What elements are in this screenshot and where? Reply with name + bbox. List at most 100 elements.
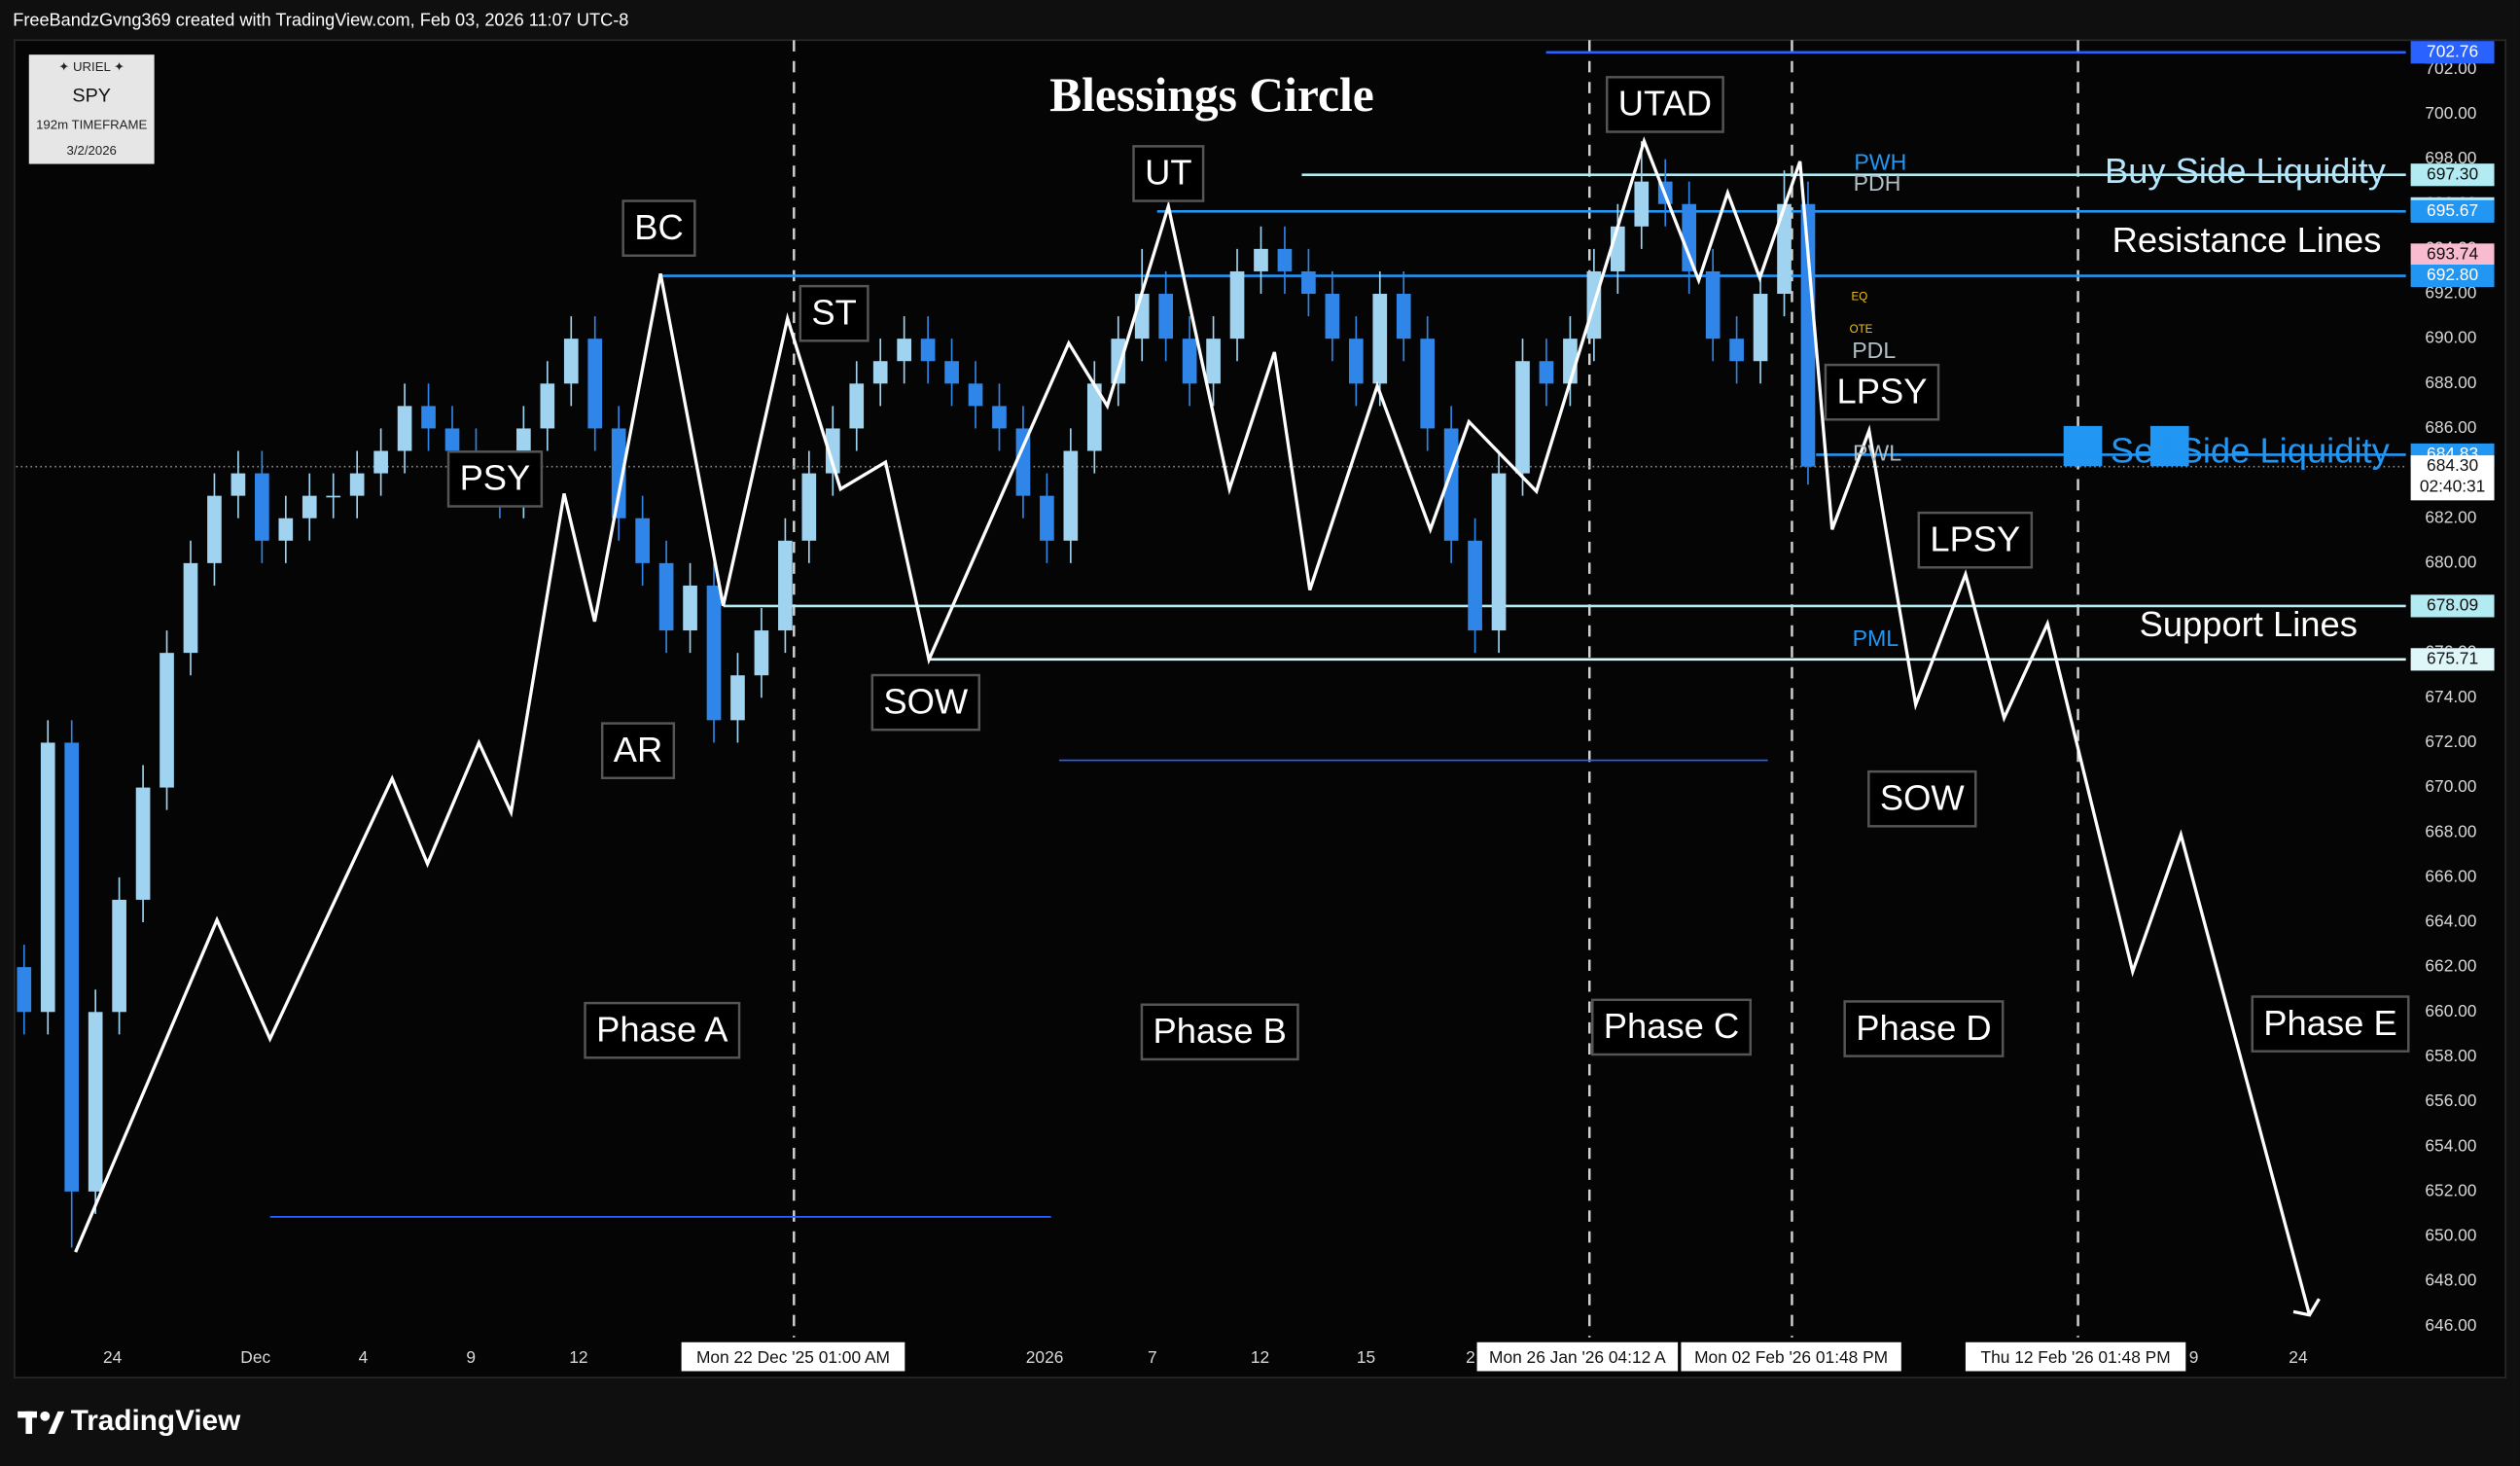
candle-body	[1134, 294, 1150, 340]
price-tag	[2410, 41, 2495, 64]
annotation-box	[621, 199, 696, 257]
footer-logo	[18, 1411, 65, 1434]
x-tick-label: 2026	[1026, 1347, 1064, 1367]
candle-body	[683, 585, 697, 631]
candle-body	[278, 518, 294, 541]
candle-body	[231, 473, 246, 496]
y-tick-label: 682.00	[2425, 507, 2476, 526]
candle-body	[1348, 339, 1364, 384]
price-tag	[2410, 199, 2495, 223]
candle-body	[706, 585, 722, 721]
projection-line	[74, 136, 2312, 1316]
price-tag	[2410, 163, 2495, 187]
candle-body	[635, 518, 650, 563]
liquidity-block	[2063, 425, 2103, 467]
y-tick-label: 650.00	[2425, 1226, 2476, 1245]
level-tag: EQ	[1852, 292, 1868, 304]
candle-body	[40, 742, 55, 1013]
candle-body	[349, 473, 365, 496]
candle-body	[1682, 203, 1697, 271]
candle-body	[1705, 270, 1721, 340]
candle-body	[1325, 294, 1340, 340]
candle-body	[397, 406, 412, 451]
candle-body	[1206, 339, 1221, 384]
price-tag	[2410, 264, 2495, 288]
y-tick-label: 666.00	[2425, 866, 2476, 885]
candle-body	[611, 428, 626, 518]
info-symbol: SPY	[72, 85, 111, 106]
y-tick-label: 654.00	[2425, 1135, 2476, 1155]
annotation-box	[799, 284, 870, 342]
y-tick-label: 646.00	[2425, 1315, 2476, 1335]
info-name: ✦ URIEL ✦	[58, 59, 124, 74]
zone-label: Resistance Lines	[2112, 220, 2382, 260]
candle-body	[658, 562, 674, 631]
candle-body	[17, 967, 32, 1013]
level-tag: PML	[1853, 626, 1899, 651]
candle-body	[64, 742, 80, 1192]
time-tag	[1965, 1341, 2186, 1372]
candle-body	[1040, 495, 1054, 541]
candle-body	[1539, 361, 1554, 384]
price-tag-label: 702.76	[2427, 41, 2478, 60]
candle-body	[1753, 294, 1768, 362]
chart-title: Blessings Circle	[1049, 68, 1374, 122]
candle-body	[778, 540, 793, 631]
annotation-box	[1824, 363, 1940, 421]
x-tick-label: 9	[2189, 1347, 2199, 1367]
annotation: ST	[811, 292, 856, 332]
x-tick-label: 12	[1251, 1347, 1269, 1367]
x-tick-label: 24	[2289, 1347, 2308, 1367]
candle-body	[444, 428, 460, 451]
candle-body	[1777, 203, 1792, 295]
x-tick-label: 24	[103, 1347, 123, 1367]
time-tag-label: Thu 12 Feb '26 01:48 PM	[1981, 1347, 2171, 1367]
candle-body	[1372, 294, 1388, 384]
candle-body	[968, 383, 983, 407]
annotation: BC	[634, 207, 684, 247]
candle-body	[801, 473, 817, 541]
annotation: Phase E	[2263, 1003, 2396, 1043]
x-tick-label: 9	[466, 1347, 476, 1367]
time-tag	[1681, 1341, 1901, 1372]
level-tag: PWH	[1854, 150, 1906, 175]
annotation-box	[1917, 511, 2034, 569]
annotation-box	[446, 450, 544, 508]
annotation-box	[584, 1001, 741, 1059]
price-tag	[2410, 594, 2495, 618]
annotation-box	[1867, 769, 1977, 828]
candle-body	[1229, 270, 1245, 340]
x-tick-label: 2	[1466, 1347, 1475, 1367]
annotation: LPSY	[1930, 518, 2020, 558]
y-tick-label: 700.00	[2425, 103, 2476, 123]
price-tag	[2410, 648, 2495, 671]
candle-body	[1420, 339, 1436, 429]
time-tag-label: Mon 26 Jan '26 04:12 A	[1489, 1347, 1666, 1367]
zone-label: Sell Side Liquidity	[2111, 431, 2391, 471]
annotation-box	[1843, 1000, 2005, 1057]
info-timeframe: 192m TIMEFRAME	[36, 117, 147, 131]
annotation: SOW	[883, 681, 969, 721]
annotation: UT	[1145, 153, 1191, 193]
countdown: 02:40:31	[2420, 477, 2486, 496]
annotation: Phase B	[1153, 1011, 1286, 1051]
candle-body	[944, 361, 959, 384]
time-tag	[1476, 1341, 1679, 1372]
time-tag-label: Mon 22 Dec '25 01:00 AM	[696, 1347, 890, 1367]
annotation: Phase A	[596, 1009, 728, 1049]
candle-body	[1491, 473, 1507, 631]
time-tag	[681, 1341, 905, 1372]
candle-body	[1634, 181, 1650, 227]
candle-body	[1515, 361, 1530, 474]
candle-body	[1729, 339, 1744, 362]
candle-body	[1015, 428, 1031, 496]
annotation: UTAD	[1618, 84, 1712, 124]
candle-body	[183, 562, 198, 654]
candle-body	[730, 675, 745, 721]
x-tick-label: Dec	[240, 1347, 270, 1367]
projection-arrowhead	[2292, 1298, 2321, 1317]
annotation-box	[600, 722, 676, 780]
footer-brand: TradingView	[71, 1405, 241, 1437]
price-tag-label: 684.30	[2427, 455, 2478, 475]
